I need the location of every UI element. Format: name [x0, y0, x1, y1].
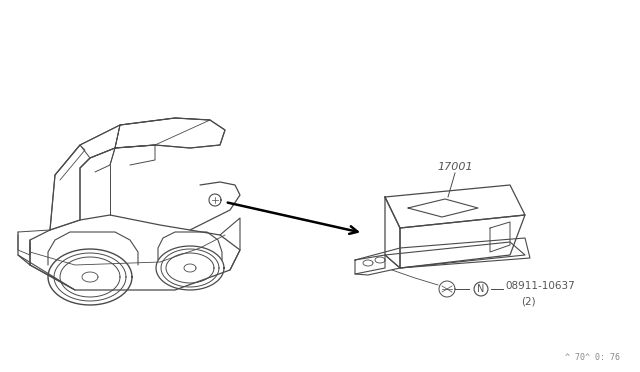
- Text: ^ 70^ 0: 76: ^ 70^ 0: 76: [565, 353, 620, 362]
- Polygon shape: [385, 185, 525, 228]
- Text: 08911-10637: 08911-10637: [505, 281, 575, 291]
- Polygon shape: [385, 197, 400, 268]
- Text: N: N: [477, 284, 484, 294]
- Text: 17001: 17001: [437, 162, 473, 172]
- Text: (2): (2): [521, 296, 536, 306]
- Polygon shape: [400, 215, 525, 268]
